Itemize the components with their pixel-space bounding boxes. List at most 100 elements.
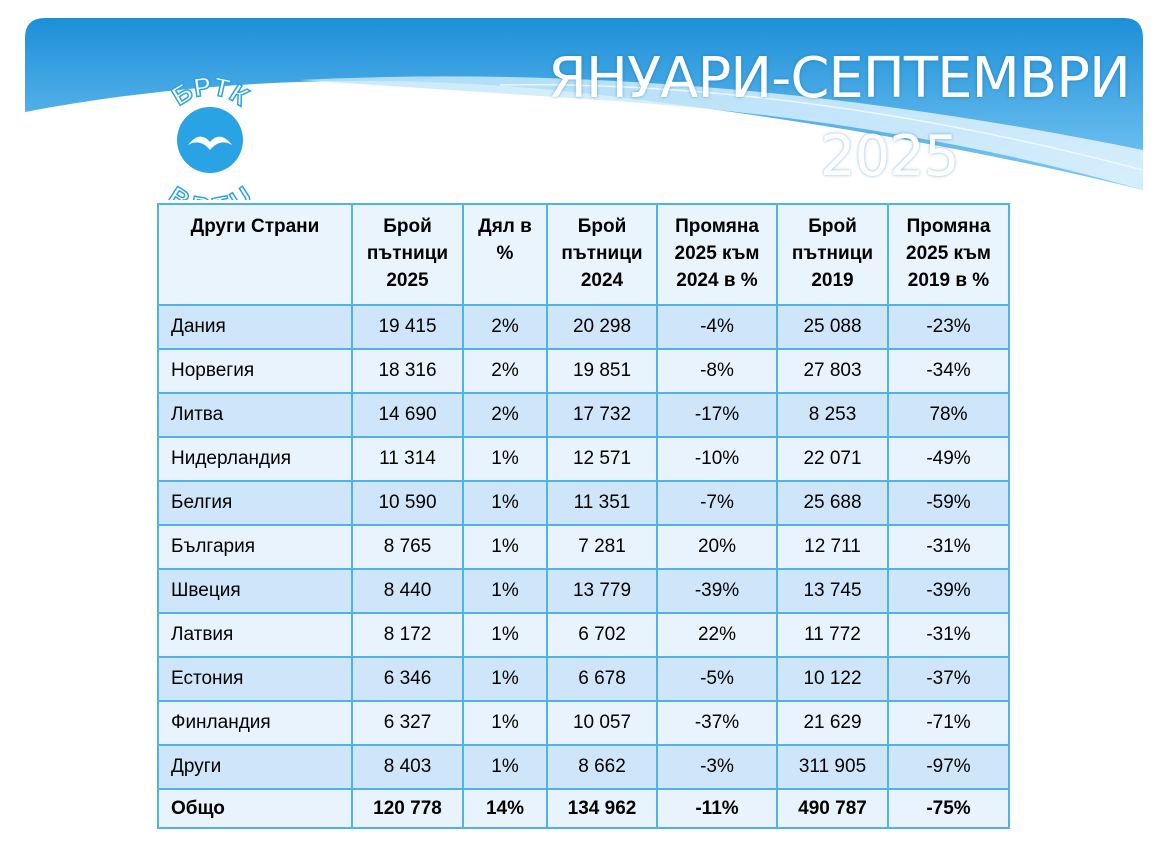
table-cell: 1% [462, 656, 548, 702]
table-cell: -37% [887, 656, 1010, 702]
table-cell: 1% [462, 568, 548, 614]
table-cell: 1% [462, 480, 548, 526]
total-cell: 14% [462, 788, 548, 829]
table-cell: 10 057 [546, 700, 658, 746]
column-header: Брой пътници 2019 [776, 203, 889, 306]
table-cell: -59% [887, 480, 1010, 526]
wave-line [499, 84, 1144, 171]
table-cell: -8% [656, 348, 778, 394]
table-row: Швеция 8 440 1% 13 779 -39% 13 745 -39% [157, 568, 1010, 614]
table-cell: -23% [887, 304, 1010, 350]
table-cell: -7% [656, 480, 778, 526]
table-cell: -10% [656, 436, 778, 482]
table-cell: 12 711 [776, 524, 889, 570]
column-header: Промяна 2025 към 2024 в % [656, 203, 778, 306]
table-cell: 11 314 [351, 436, 464, 482]
table-cell: 2% [462, 304, 548, 350]
total-cell: 120 778 [351, 788, 464, 829]
table-cell: 17 732 [546, 392, 658, 438]
table-cell: -4% [656, 304, 778, 350]
table-cell: 22 071 [776, 436, 889, 482]
table-cell: -31% [887, 612, 1010, 658]
table-row: Естония 6 346 1% 6 678 -5% 10 122 -37% [157, 656, 1010, 702]
table-cell: Дания [157, 304, 353, 350]
table-cell: 8 440 [351, 568, 464, 614]
table-cell: Белгия [157, 480, 353, 526]
column-header: Други Страни [157, 203, 353, 306]
table-cell: 10 590 [351, 480, 464, 526]
table-cell: 6 678 [546, 656, 658, 702]
banner: БРТК BRTU [25, 18, 1144, 200]
table-cell: 25 688 [776, 480, 889, 526]
table-row: Белгия 10 590 1% 11 351 -7% 25 688 -59% [157, 480, 1010, 526]
table-cell: 2% [462, 348, 548, 394]
table-cell: Литва [157, 392, 353, 438]
table-cell: 78% [887, 392, 1010, 438]
table-cell: Норвегия [157, 348, 353, 394]
table-cell: -37% [656, 700, 778, 746]
table-cell: 20 298 [546, 304, 658, 350]
table-cell: 8 172 [351, 612, 464, 658]
table-cell: -5% [656, 656, 778, 702]
table-cell: 1% [462, 436, 548, 482]
wave [25, 18, 1143, 190]
table-row: Литва 14 690 2% 17 732 -17% 8 253 78% [157, 392, 1010, 438]
total-cell: 134 962 [546, 788, 658, 829]
title-line1: ЯНУАРИ-СЕПТЕМВРИ [548, 46, 1131, 111]
wave-light [300, 76, 1143, 190]
table-cell: -34% [887, 348, 1010, 394]
table-cell: 8 765 [351, 524, 464, 570]
logo: БРТК BRTU [162, 70, 257, 200]
table-row: България 8 765 1% 7 281 20% 12 711 -31% [157, 524, 1010, 570]
table-row: Дания 19 415 2% 20 298 -4% 25 088 -23% [157, 304, 1010, 350]
column-header: Брой пътници 2025 [351, 203, 464, 306]
column-header: Промяна 2025 към 2019 в % [887, 203, 1010, 306]
table-cell: Финландия [157, 700, 353, 746]
table-cell: 19 851 [546, 348, 658, 394]
logo-bottom: BRTU [163, 180, 257, 200]
table-cell: Нидерландия [157, 436, 353, 482]
table-cell: -49% [887, 436, 1010, 482]
table-cell: 14 690 [351, 392, 464, 438]
column-header: Дял в % [462, 203, 548, 306]
table-row: Латвия 8 172 1% 6 702 22% 11 772 -31% [157, 612, 1010, 658]
table-cell: 8 253 [776, 392, 889, 438]
data-table: Други Страни Брой пътници 2025 Дял в % Брой… [157, 203, 1010, 829]
table-cell: България [157, 524, 353, 570]
title-line2: 2025 [820, 124, 960, 189]
table-cell: Естония [157, 656, 353, 702]
table-cell: 311 905 [776, 744, 889, 790]
table-cell: 1% [462, 700, 548, 746]
table-cell: -71% [887, 700, 1010, 746]
logo-bottom-text: BRTU [162, 180, 257, 200]
table-cell: Други [157, 744, 353, 790]
table-cell: 11 772 [776, 612, 889, 658]
table-cell: 8 403 [351, 744, 464, 790]
table-cell: -3% [656, 744, 778, 790]
table-cell: 22% [656, 612, 778, 658]
table-cell: 19 415 [351, 304, 464, 350]
table-cell: 6 702 [546, 612, 658, 658]
table-cell: 25 088 [776, 304, 889, 350]
table-row: Норвегия 18 316 2% 19 851 -8% 27 803 -34% [157, 348, 1010, 394]
total-cell: 490 787 [776, 788, 889, 829]
table-cell: -39% [887, 568, 1010, 614]
table-cell: 12 571 [546, 436, 658, 482]
table-cell: -31% [887, 524, 1010, 570]
table-cell: -39% [656, 568, 778, 614]
table-cell: 1% [462, 744, 548, 790]
table-cell: 13 779 [546, 568, 658, 614]
table-cell: 21 629 [776, 700, 889, 746]
table-cell: -97% [887, 744, 1010, 790]
table-row: Финландия 6 327 1% 10 057 -37% 21 629 -71% [157, 700, 1010, 746]
table-cell: 20% [656, 524, 778, 570]
table-cell: Швеция [157, 568, 353, 614]
header-row: Други Страни Брой пътници 2025 Дял в % Брой… [157, 203, 1010, 306]
table-cell: 1% [462, 524, 548, 570]
table-cell: 18 316 [351, 348, 464, 394]
table-cell: 7 281 [546, 524, 658, 570]
total-cell: Общо [157, 788, 353, 829]
table-cell: -17% [656, 392, 778, 438]
logo-bird [188, 136, 232, 150]
column-header: Брой пътници 2024 [546, 203, 658, 306]
